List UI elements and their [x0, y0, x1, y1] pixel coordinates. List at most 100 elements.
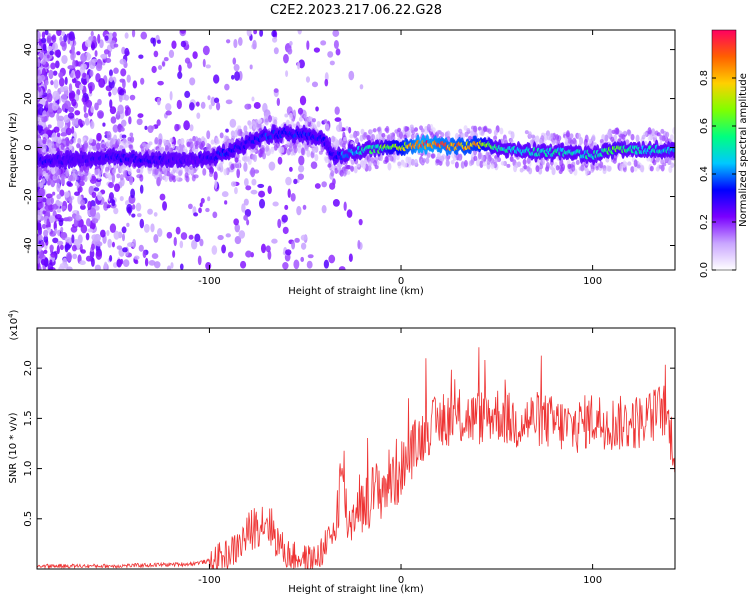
spectrogram-cell [345, 126, 350, 131]
y-tick-label: 1.5 [23, 410, 34, 426]
spectrogram-cell [458, 128, 463, 134]
spectrogram-cell [607, 129, 612, 137]
spectrogram-cell [659, 135, 664, 141]
spectrogram-cell [166, 231, 173, 239]
spectrogram-cell [366, 135, 371, 141]
spectrogram-cell [174, 123, 180, 132]
spectrogram-cell [85, 99, 93, 108]
snr-x-label: Height of straight line (km) [288, 584, 424, 595]
spectrogram-cell [46, 197, 52, 206]
spectrogram-cell [234, 129, 239, 138]
spectrogram-cell [191, 174, 196, 182]
spectrogram-cell [251, 96, 255, 102]
spectrogram-cell [41, 116, 48, 123]
spectrogram-cell [323, 259, 330, 269]
spectrogram-cell [202, 58, 206, 68]
spectrogram-cell [397, 161, 402, 167]
spectrogram-cell [131, 213, 136, 218]
spectrogram-cell [527, 131, 532, 139]
spectrogram-cell [135, 202, 142, 212]
spectrogram-cell [121, 226, 127, 234]
spectrogram-cell [66, 216, 73, 222]
spectrogram-cell [487, 128, 492, 134]
spectrogram-cell [430, 153, 435, 159]
spectrogram-cell [153, 50, 159, 58]
spectrogram-cell [362, 161, 367, 170]
spectrogram-cell [37, 103, 44, 108]
spectrogram-cell [48, 69, 54, 80]
spectrogram-cell [213, 171, 218, 181]
spectrogram-cell [91, 218, 99, 224]
spectrogram-cell [86, 74, 90, 83]
spectrogram-cell [95, 63, 103, 72]
spectrogram-cell [421, 158, 426, 163]
spectrogram-cell [314, 153, 319, 162]
spectrogram-cell [152, 37, 156, 47]
colorbar-bar [711, 29, 737, 271]
spectrogram-cell [113, 183, 121, 192]
spectrogram-cell [148, 260, 156, 266]
spectrogram-cell [136, 118, 143, 126]
spectrogram-cell [90, 243, 95, 251]
spectrogram-cell [82, 72, 87, 78]
spectrogram-cell [83, 104, 87, 113]
spectrogram-cell [244, 208, 252, 217]
spectrogram-cell [344, 164, 349, 170]
spectrogram-cell [583, 138, 588, 147]
spectrogram-cell [270, 146, 275, 155]
spectrogram-cell [108, 91, 112, 97]
spectrogram-cell [535, 165, 540, 173]
spectrogram-cell [56, 201, 63, 207]
spectrogram-cell [321, 181, 327, 188]
spectrogram-cell [43, 249, 48, 254]
spectrogram-cell [281, 214, 288, 223]
spectrogram-cell [84, 39, 92, 48]
spectrogram-cell [225, 135, 230, 143]
spectrogram-cell [178, 64, 182, 73]
spectrogram-cell [271, 30, 277, 38]
spectrogram-cell [45, 193, 53, 199]
spectrogram-cell [260, 243, 267, 254]
spectrogram-cell [253, 101, 261, 109]
spectrogram-cell [647, 136, 652, 141]
spectrogram-cell [108, 192, 114, 201]
x-tick-label: 100 [583, 575, 602, 586]
spectrogram-cell [138, 244, 144, 252]
spectrogram-cell [96, 142, 101, 151]
spectrogram-cell [99, 229, 106, 238]
spectrogram-cell [285, 119, 290, 126]
spectrogram-cell [403, 162, 408, 168]
spectrogram-cell [369, 129, 374, 134]
spectrogram-cell [215, 137, 220, 144]
spectrogram-cell [334, 138, 339, 147]
spectrogram-cell [300, 256, 305, 262]
spectrogram-cell [49, 216, 54, 224]
spectrogram-cell [177, 71, 183, 80]
spectrogram-cell [212, 211, 218, 219]
spectrogram-cell [238, 230, 246, 239]
spectrogram-cell [670, 162, 675, 168]
spectrogram-cell [291, 240, 296, 250]
spectrogram-cell [42, 136, 47, 145]
spectrogram-cell [250, 189, 258, 195]
spectrogram-cell [57, 137, 62, 144]
spectrogram-cell [311, 118, 316, 123]
spectrogram-cell [138, 54, 144, 59]
spectrogram-cell [75, 214, 82, 221]
spectrogram-cell [284, 204, 289, 210]
spectrogram-cell [450, 159, 455, 165]
spectrogram-cell [91, 191, 97, 199]
spectrogram-cell [207, 95, 211, 101]
spectrogram-cell [46, 129, 53, 136]
spectrogram-cell [51, 102, 59, 111]
spectrogram-cell [224, 200, 228, 205]
spectrogram-cell [136, 213, 142, 218]
spectrogram-cell [513, 164, 518, 173]
spectrogram-cell [272, 36, 278, 43]
spectrogram-cell [60, 76, 64, 87]
spectrogram-cell [84, 117, 90, 126]
spectrogram-cell [162, 139, 167, 144]
spectrogram-cell [139, 218, 145, 229]
spectrogram-cell [630, 166, 635, 173]
spectrogram-cell [122, 247, 128, 253]
